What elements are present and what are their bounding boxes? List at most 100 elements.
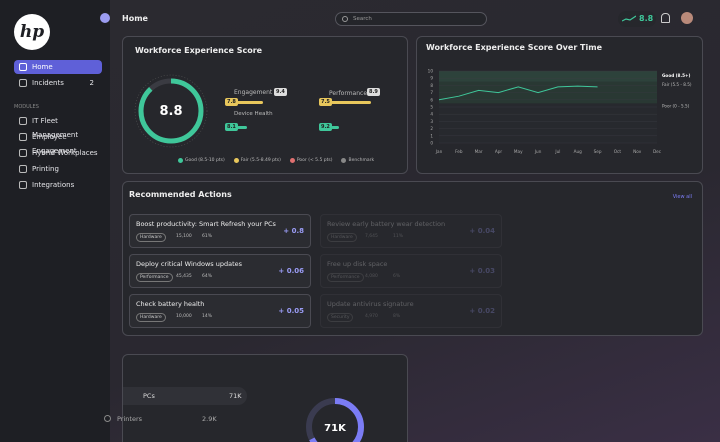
- action-item[interactable]: Deploy critical Windows updates Performan…: [129, 254, 311, 288]
- fleet-center: 71K: [324, 423, 347, 434]
- action-title: Boost productivity: Smart Refresh your P…: [136, 220, 276, 228]
- action-percent: 61%: [202, 234, 213, 239]
- action-item[interactable]: Update antivirus signature Security 4,970 8…: [320, 294, 502, 328]
- card-title: Workforce Experience Score Over Time: [426, 43, 603, 52]
- section-label: MODULES: [14, 104, 39, 110]
- y-tick-label: 5: [430, 105, 433, 110]
- logo[interactable]: hp: [14, 14, 50, 50]
- metric-bar: [331, 101, 371, 104]
- nav-module[interactable]: IT Fleet Management: [14, 114, 102, 139]
- x-tick-label: Oct: [614, 149, 622, 154]
- y-tick-label: 10: [428, 69, 434, 74]
- fleet-label: PCs: [143, 392, 155, 400]
- action-percent: 14%: [202, 314, 213, 319]
- toggle[interactable]: [100, 13, 110, 23]
- bar-badge: 8.1: [225, 123, 238, 131]
- nav-label: Home: [32, 63, 53, 71]
- y-tick-label: 8: [430, 83, 433, 88]
- action-title: Deploy critical Windows updates: [136, 260, 243, 268]
- nav-label: Incidents: [32, 79, 64, 87]
- nav-label: Hybrid Workplaces: [32, 149, 98, 157]
- fleet-value: 71K: [229, 392, 242, 400]
- search-box[interactable]: Search: [335, 12, 487, 26]
- nav-home[interactable]: Home: [14, 60, 102, 74]
- card-title: Workforce Experience Score: [135, 46, 263, 55]
- action-devices: 4,970: [365, 314, 378, 319]
- search-placeholder: Search: [353, 16, 372, 22]
- legend: Good (8.5-10 pts) Fair (5.5-8.49 pts) Poor…: [178, 158, 374, 163]
- metric-badge: 9.4: [274, 88, 287, 96]
- action-tag: Hardware: [136, 313, 166, 322]
- metric-label: Engagement: [234, 89, 273, 96]
- nav-module[interactable]: Printing: [14, 162, 102, 176]
- x-tick-label: Jun: [534, 149, 542, 154]
- metric-label: Performance: [329, 90, 368, 97]
- band: [439, 71, 657, 82]
- nav-module[interactable]: Employee Engagement: [14, 130, 102, 155]
- view-all-link[interactable]: View all: [672, 194, 692, 200]
- action-impact: + 0.03: [469, 267, 495, 275]
- nav-icon: [19, 181, 27, 189]
- legend-label: Fair (5.5-8.49 pts): [240, 158, 281, 163]
- legend-swatch: [233, 158, 239, 163]
- nav-module[interactable]: Integrations: [14, 178, 102, 192]
- band-label: Good (8.5+): [662, 73, 690, 78]
- x-tick-label: Nov: [633, 149, 642, 154]
- fleet-row-bg: [123, 387, 247, 405]
- score-chip[interactable]: 8.8: [618, 11, 656, 27]
- nav-icon: [19, 149, 27, 157]
- legend-item: Poor (< 5.5 pts): [289, 158, 332, 163]
- y-tick-label: 7: [430, 90, 433, 95]
- line-series: [438, 85, 598, 101]
- x-tick-label: Apr: [495, 149, 503, 154]
- action-percent: 64%: [202, 274, 213, 279]
- action-title: Review early battery wear detection: [327, 220, 446, 228]
- y-tick-label: 4: [430, 112, 433, 117]
- x-tick-label: Sep: [594, 149, 602, 154]
- action-devices: 7,645: [365, 234, 378, 239]
- y-tick-label: 2: [430, 126, 433, 131]
- nav-label: Integrations: [32, 181, 75, 189]
- action-item[interactable]: Check battery health Hardware 10,000 14% + 0…: [129, 294, 311, 328]
- x-tick-label: Jul: [554, 149, 560, 154]
- nav-module[interactable]: Hybrid Workplaces: [14, 146, 102, 160]
- action-tag: Hardware: [136, 233, 166, 242]
- trend-card: Workforce Experience Score Over Time Goo…: [416, 36, 703, 174]
- nav-label: Employee Engagement: [32, 133, 77, 155]
- action-devices: 4,080: [365, 274, 378, 279]
- y-tick-label: 9: [430, 76, 433, 81]
- printer-icon: [104, 415, 111, 422]
- action-title: Free up disk space: [327, 260, 388, 268]
- nav-incidents[interactable]: Incidents 2: [14, 76, 102, 90]
- action-tag: Performance: [136, 273, 173, 282]
- bell-icon[interactable]: [661, 13, 670, 23]
- metric-label: Device Health: [234, 111, 273, 117]
- action-title: Update antivirus signature: [327, 300, 414, 308]
- legend-swatch: [178, 158, 183, 163]
- y-tick-label: 6: [430, 97, 433, 102]
- x-tick-label: May: [514, 149, 523, 154]
- fleet-label: Printers: [117, 415, 143, 423]
- spark-icon: [622, 15, 636, 22]
- fleet-donut: 71K: [306, 398, 364, 442]
- page-title: Home: [122, 14, 148, 23]
- legend-label: Good (8.5-10 pts): [185, 158, 225, 163]
- legend-item: Fair (5.5-8.49 pts): [233, 158, 281, 163]
- avatar[interactable]: [681, 12, 693, 24]
- nav-count: 2: [89, 79, 94, 87]
- action-item[interactable]: Free up disk space Performance 4,080 6% + 0.…: [320, 254, 502, 288]
- legend-item: Good (8.5-10 pts): [178, 158, 225, 163]
- action-item[interactable]: Boost productivity: Smart Refresh your P…: [129, 214, 311, 248]
- action-tag: Hardware: [327, 233, 357, 242]
- score-chip-value: 8.8: [639, 14, 654, 23]
- action-impact: + 0.06: [278, 267, 304, 275]
- action-percent: 6%: [393, 274, 401, 279]
- score-gauge: 8.8: [134, 74, 208, 148]
- band-label: Poor (0 - 5.5): [662, 103, 690, 108]
- action-item[interactable]: Review early battery wear detection Hardw…: [320, 214, 502, 248]
- action-tag: Security: [327, 313, 354, 322]
- nav-label: Printing: [32, 165, 59, 173]
- action-tag: Performance: [327, 273, 364, 282]
- x-tick-label: Aug: [574, 149, 583, 154]
- legend-label: Benchmark: [348, 158, 375, 163]
